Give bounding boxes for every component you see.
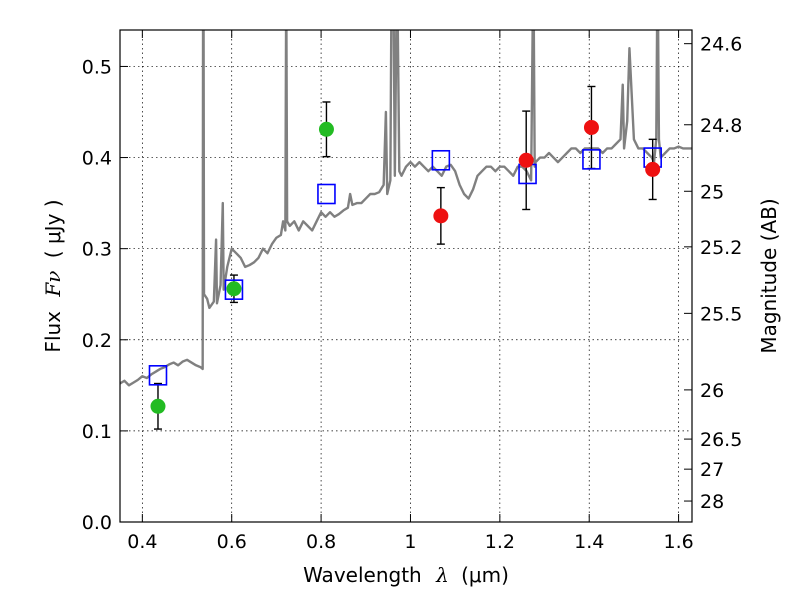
right-tick-label: 25.5 — [700, 303, 742, 325]
right-axis-title: Magnitude (AB) — [757, 198, 781, 353]
bandpass-square-marker — [148, 365, 168, 386]
observed-flux-marker — [226, 281, 242, 297]
right-tick-label: 26 — [700, 380, 724, 402]
ticks — [120, 30, 692, 523]
y-tick-label: 0.2 — [82, 330, 112, 352]
bandpass-square-marker — [224, 279, 244, 300]
tick-labels: 0.4 0.6 0.8 1 1.2 1.4 1.6 0.0 0.1 0.2 0.3 0.4 0.5 24.… — [82, 34, 743, 553]
data-layer — [120, 30, 692, 387]
y-axis-title: Flux Fν ( μJy ) — [41, 199, 65, 352]
x-tick-label: 0.8 — [306, 531, 336, 553]
y-tick-label: 0.0 — [82, 512, 112, 534]
observed-flux-marker — [645, 161, 661, 177]
observed-flux-marker — [318, 121, 334, 137]
x-tick-label: 1 — [404, 531, 416, 553]
right-tick-label: 25.2 — [700, 237, 742, 259]
y-tick-label: 0.4 — [82, 148, 112, 170]
observed-flux-marker — [150, 398, 166, 414]
right-tick-label: 26.5 — [700, 429, 742, 451]
right-tick-label: 24.8 — [700, 115, 742, 137]
y-tick-label: 0.1 — [82, 421, 112, 443]
x-axis-title: Wavelength λ (μm) — [303, 563, 509, 587]
x-tick-label: 1.4 — [574, 531, 604, 553]
right-tick-label: 25 — [700, 181, 724, 203]
y-tick-label: 0.3 — [82, 239, 112, 261]
x-tick-label: 1.6 — [663, 531, 693, 553]
model-spectrum-line — [120, 30, 692, 387]
observed-flux-marker — [433, 208, 449, 224]
bandpass-square-marker — [317, 183, 336, 205]
bandpass-square-marker — [431, 149, 451, 171]
y-tick-label: 0.5 — [82, 56, 112, 78]
plot-frame — [119, 29, 693, 523]
right-tick-label: 28 — [700, 491, 724, 513]
x-tick-label: 1.2 — [485, 531, 515, 553]
right-tick-label: 24.6 — [700, 34, 742, 56]
x-tick-label: 0.4 — [127, 531, 157, 553]
bandpass-square-marker — [582, 149, 601, 170]
markers — [148, 119, 662, 414]
observed-flux-marker — [583, 119, 599, 135]
observed-flux-marker — [518, 152, 534, 168]
right-tick-label: 27 — [700, 459, 724, 481]
x-tick-label: 0.6 — [217, 531, 247, 553]
